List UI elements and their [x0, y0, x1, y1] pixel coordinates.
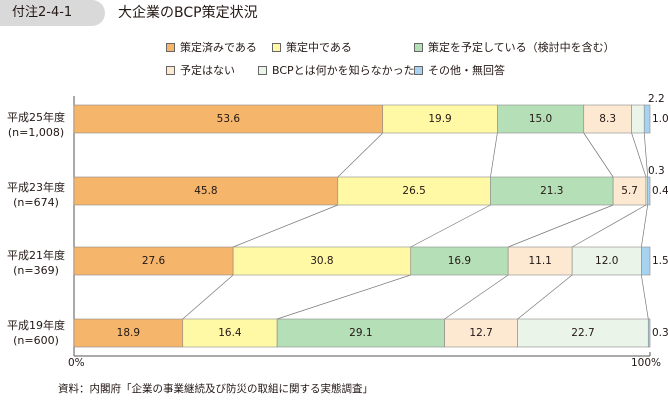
legend-label: BCPとは何かを知らなかった — [272, 64, 415, 77]
bar-segment-3 — [490, 176, 614, 206]
legend-swatch — [166, 66, 175, 75]
connector-line — [508, 204, 614, 248]
legend-label: 策定済みである — [180, 41, 257, 54]
bar-segment-1 — [73, 104, 384, 134]
connector-line — [631, 132, 647, 178]
legend-item-other: その他・無回答 — [414, 64, 505, 78]
data-label: 16.4 — [218, 327, 242, 339]
data-label: 0.3 — [652, 327, 668, 339]
legend-swatch — [414, 43, 423, 52]
connector-line — [641, 204, 649, 248]
legend-label: その他・無回答 — [428, 64, 505, 77]
data-label: 12.0 — [595, 255, 618, 267]
legend-item-planned: 策定済みである — [166, 41, 257, 55]
legend-item-no-plan: 予定はない — [166, 64, 235, 78]
data-label: 45.8 — [194, 185, 217, 197]
connector-line — [233, 204, 338, 248]
data-label: 29.1 — [349, 327, 372, 339]
category-n: (n=600) — [13, 334, 59, 347]
data-label: 12.7 — [469, 327, 492, 339]
x-tick-0: 0% — [68, 357, 85, 369]
connector-line — [571, 204, 647, 248]
data-label: 27.6 — [142, 255, 166, 267]
data-label: 16.9 — [448, 255, 471, 267]
connector-line — [182, 274, 234, 320]
category-label-h21: 平成21年度 (n=369) — [0, 248, 72, 278]
data-label: 5.7 — [621, 185, 638, 197]
legend-swatch — [414, 66, 423, 75]
data-label: 21.3 — [540, 185, 563, 197]
bar-segment-1 — [73, 176, 339, 206]
data-label: 0.4 — [652, 185, 668, 197]
bar-segment-6 — [647, 318, 651, 348]
bar-segment-1 — [73, 318, 184, 348]
x-tick-100: 100% — [631, 357, 662, 369]
bar-segment-4 — [444, 318, 518, 348]
connector-line — [337, 132, 383, 178]
bar-segment-4 — [507, 246, 573, 276]
connector-line — [277, 274, 411, 320]
connector-line — [517, 274, 573, 320]
bar-segment-3 — [410, 246, 509, 276]
data-label: 53.6 — [217, 113, 241, 125]
bar-segment-2 — [382, 104, 498, 134]
data-label: 8.3 — [599, 113, 616, 125]
data-label: 2.2 — [648, 93, 665, 105]
legend-swatch — [166, 43, 175, 52]
category-name: 平成19年度 — [7, 319, 65, 332]
data-label: 0.3 — [648, 165, 665, 177]
legend-item-unknown-bcp: BCPとは何かを知らなかった — [258, 64, 415, 78]
data-label: 26.5 — [402, 185, 425, 197]
category-label-h23: 平成23年度 (n=674) — [0, 180, 72, 210]
category-label-h19: 平成19年度 (n=600) — [0, 318, 72, 348]
data-label: 15.0 — [529, 113, 552, 125]
connector-line — [641, 274, 649, 320]
legend-item-in-progress: 策定中である — [272, 41, 352, 55]
bar-segment-2 — [337, 176, 491, 206]
legend-swatch — [258, 66, 267, 75]
data-label: 11.1 — [528, 255, 551, 267]
source-note: 資料：内閣府「企業の事業継続及び防災の取組に関する実態調査」 — [58, 383, 373, 395]
bar-segment-4 — [612, 176, 647, 206]
legend-label: 予定はない — [180, 64, 235, 77]
category-name: 平成23年度 — [7, 181, 65, 194]
bar-segment-3 — [497, 104, 585, 134]
data-label: 30.8 — [310, 255, 333, 267]
bar-segment-6 — [643, 104, 651, 134]
chart-title: 大企業のBCP策定状況 — [118, 5, 258, 21]
figure-number-tag: 付注2-4-1 — [0, 0, 105, 26]
bar-segment-2 — [232, 246, 412, 276]
bar-segment-6 — [641, 246, 651, 276]
connector-line — [410, 204, 491, 248]
data-label: 1.0 — [652, 113, 668, 125]
legend-swatch — [272, 43, 281, 52]
data-label: 19.9 — [428, 113, 451, 125]
category-name: 平成21年度 — [7, 249, 65, 262]
legend-label: 策定中である — [286, 41, 352, 54]
bar-segment-5 — [631, 104, 645, 134]
category-n: (n=674) — [13, 196, 59, 209]
category-name: 平成25年度 — [7, 111, 65, 124]
data-label: 22.7 — [571, 327, 594, 339]
legend-item-scheduled: 策定を予定している（検討中を含む） — [414, 41, 615, 55]
bar-segment-5 — [571, 246, 642, 276]
legend-label: 策定を予定している（検討中を含む） — [428, 41, 615, 54]
connector-line — [583, 132, 614, 178]
connector-line — [643, 132, 649, 178]
data-label: 18.9 — [117, 327, 140, 339]
category-n: (n=1,008) — [7, 126, 65, 139]
data-label: 1.5 — [652, 255, 668, 267]
connector-line — [444, 274, 509, 320]
category-n: (n=369) — [13, 264, 59, 277]
connector-line — [490, 132, 498, 178]
category-label-h25: 平成25年度 (n=1,008) — [0, 110, 72, 140]
bar-segment-6 — [647, 176, 651, 206]
bar-segment-3 — [276, 318, 445, 348]
